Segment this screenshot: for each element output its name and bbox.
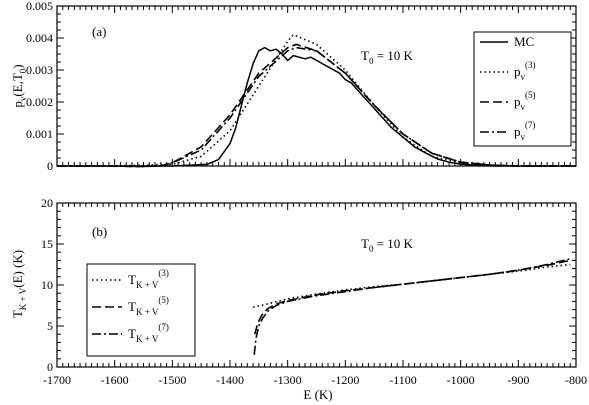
x-axis-label-b: E (K) — [303, 387, 332, 402]
y-tick-label: 20 — [41, 196, 53, 210]
x-tick-label: -1700 — [43, 373, 71, 387]
panel-label-b: (b) — [92, 224, 107, 239]
legend-label: pv(3) — [514, 60, 536, 82]
y-tick-label: 10 — [41, 278, 53, 292]
y-tick-labels-a: 0 0.001 0.002 0.003 0.004 0.005 — [26, 0, 53, 173]
x-tick-label: -1300 — [274, 373, 302, 387]
x-tick-labels-b: -1700 -1600 -1500 -1400 -1300 -1200 -1100 -1000… — [43, 373, 587, 387]
legend-label: MC — [514, 34, 534, 49]
annotation-b: T0 = 10 K — [361, 236, 414, 254]
series-group-a — [57, 33, 576, 168]
y-tick-label: 15 — [41, 237, 53, 251]
y-tick-label: 0 — [47, 360, 53, 374]
legend-a: MC pv(3) pv(5) pv(7) — [473, 31, 572, 147]
series-line — [57, 46, 576, 167]
y-tick-label: 0.003 — [26, 63, 53, 77]
legend-label: TK + V(3) — [128, 268, 169, 290]
x-tick-label: -1000 — [447, 373, 475, 387]
y-tick-label: 0.001 — [26, 127, 53, 141]
series-line — [57, 33, 576, 167]
y-tick-label: 0.004 — [26, 31, 53, 45]
series-line — [57, 46, 576, 168]
y-tick-label: 5 — [47, 319, 53, 333]
x-tick-label: -900 — [507, 373, 529, 387]
x-tick-label: -1400 — [216, 373, 244, 387]
annotation-a: T0 = 10 K — [361, 48, 414, 66]
legend-label: pv(5) — [514, 90, 536, 112]
y-axis-label-a: pv(E,T0) — [10, 64, 28, 107]
y-tick-label: 0.005 — [26, 0, 53, 13]
series-group-b — [252, 258, 571, 355]
legend-label: TK + V(5) — [128, 295, 169, 317]
x-tick-label: -1100 — [389, 373, 417, 387]
legend-label: TK + V(7) — [128, 322, 169, 344]
y-tick-label: 0.002 — [26, 95, 53, 109]
x-tick-label: -1600 — [101, 373, 129, 387]
tick-marks-a — [56, 5, 577, 167]
legend-box-a — [473, 31, 572, 147]
legend-label: pv(7) — [514, 120, 536, 142]
legend-b: TK + V(3) TK + V(5) TK + V(7) — [86, 263, 196, 357]
panel-label-a: (a) — [92, 24, 106, 39]
x-tick-label: -800 — [565, 373, 587, 387]
y-tick-label: 0 — [47, 159, 53, 173]
y-tick-labels-b: 0 5 10 15 20 — [41, 196, 53, 374]
series-line — [254, 259, 571, 335]
x-tick-label: -1500 — [158, 373, 186, 387]
x-tick-label: -1200 — [331, 373, 359, 387]
series-line — [252, 263, 571, 308]
tick-marks-b — [56, 202, 577, 368]
legend-box-b — [86, 263, 196, 357]
y-axis-label-b: TK + V(E) (K) — [10, 250, 28, 318]
series-line — [253, 258, 571, 355]
